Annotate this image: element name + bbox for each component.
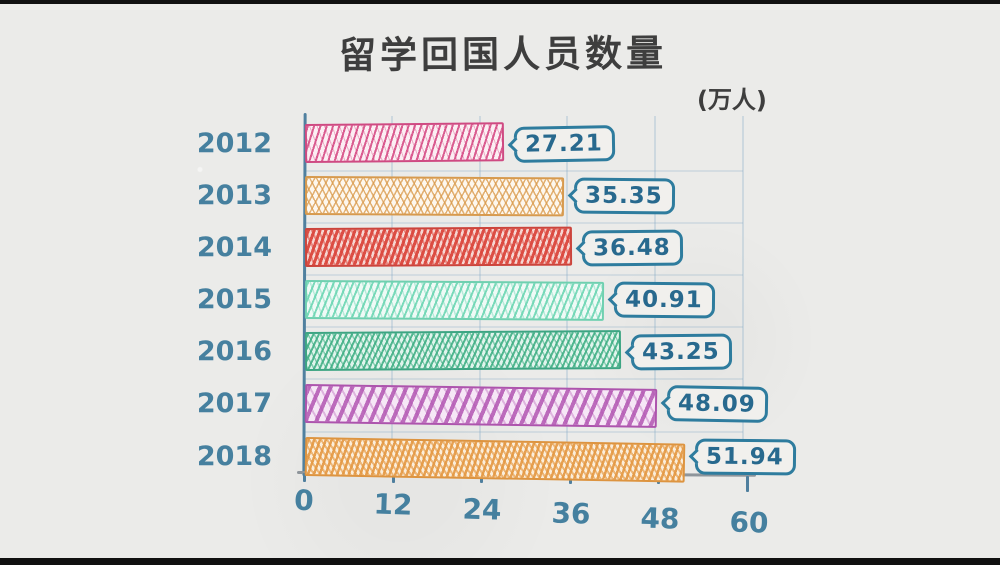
x-tick-label: 48	[639, 500, 681, 536]
gridline-vertical	[742, 116, 744, 472]
gridline-horizontal	[305, 170, 743, 172]
value-bubble-2018: 51.94	[688, 438, 796, 476]
bubble-arrow-left-icon	[688, 448, 705, 465]
value-label: 51.94	[705, 443, 784, 471]
year-label-2015: 2015	[196, 284, 272, 315]
value-label: 36.48	[592, 234, 671, 262]
year-label-2017: 2017	[196, 388, 272, 419]
value-bubble-2015: 40.91	[607, 281, 715, 319]
value-bubble-2016: 43.25	[624, 333, 732, 371]
value-bubble-2013: 35.35	[567, 177, 675, 215]
bar-2014	[304, 226, 573, 267]
unit-label: (万人)	[696, 85, 768, 115]
x-tick-label: 60	[728, 505, 770, 540]
bubble-arrow-left-icon	[607, 291, 624, 308]
bar-2017	[304, 384, 658, 428]
bar-2012	[304, 122, 505, 163]
bubble-arrow-left-icon	[567, 187, 584, 204]
bubble-arrow-left-icon	[660, 395, 677, 411]
year-label-2012: 2012	[196, 128, 272, 159]
value-bubble-2017: 48.09	[660, 385, 769, 423]
x-tick-label: 36	[550, 496, 592, 531]
value-bubble-2014: 36.48	[575, 229, 683, 267]
bubble-arrow-left-icon	[575, 240, 592, 257]
letterbox-bottom	[0, 558, 1000, 565]
value-bubble-2012: 27.21	[507, 125, 616, 163]
value-label: 27.21	[524, 130, 603, 158]
bar-2018	[304, 437, 686, 483]
x-tick-label: 12	[372, 487, 414, 523]
gridline-horizontal	[305, 378, 743, 380]
year-label-2014: 2014	[196, 232, 272, 263]
x-tick-label: 0	[293, 483, 315, 518]
x-tick-mark	[746, 475, 749, 492]
year-label-2018: 2018	[196, 441, 272, 472]
value-label: 48.09	[677, 390, 756, 418]
value-label: 40.91	[624, 286, 703, 314]
value-label: 43.25	[641, 338, 720, 366]
gridline-horizontal	[305, 326, 743, 328]
x-tick-mark	[391, 473, 395, 483]
letterbox-top	[0, 0, 1000, 4]
x-tick-mark	[303, 473, 306, 482]
bar-2013	[304, 176, 565, 217]
gridline-horizontal	[305, 431, 743, 433]
bubble-arrow-left-icon	[507, 137, 524, 153]
bar-2015	[304, 280, 605, 321]
bubble-arrow-left-icon	[624, 344, 641, 361]
gridline-horizontal	[305, 274, 743, 276]
chart-title: 留学回国人员数量	[338, 31, 668, 78]
bar-2016	[304, 330, 622, 371]
value-label: 35.35	[584, 182, 663, 210]
year-label-2016: 2016	[196, 336, 272, 367]
gridline-horizontal	[305, 222, 743, 224]
year-label-2013: 2013	[196, 180, 272, 211]
x-tick-label: 24	[461, 492, 503, 527]
